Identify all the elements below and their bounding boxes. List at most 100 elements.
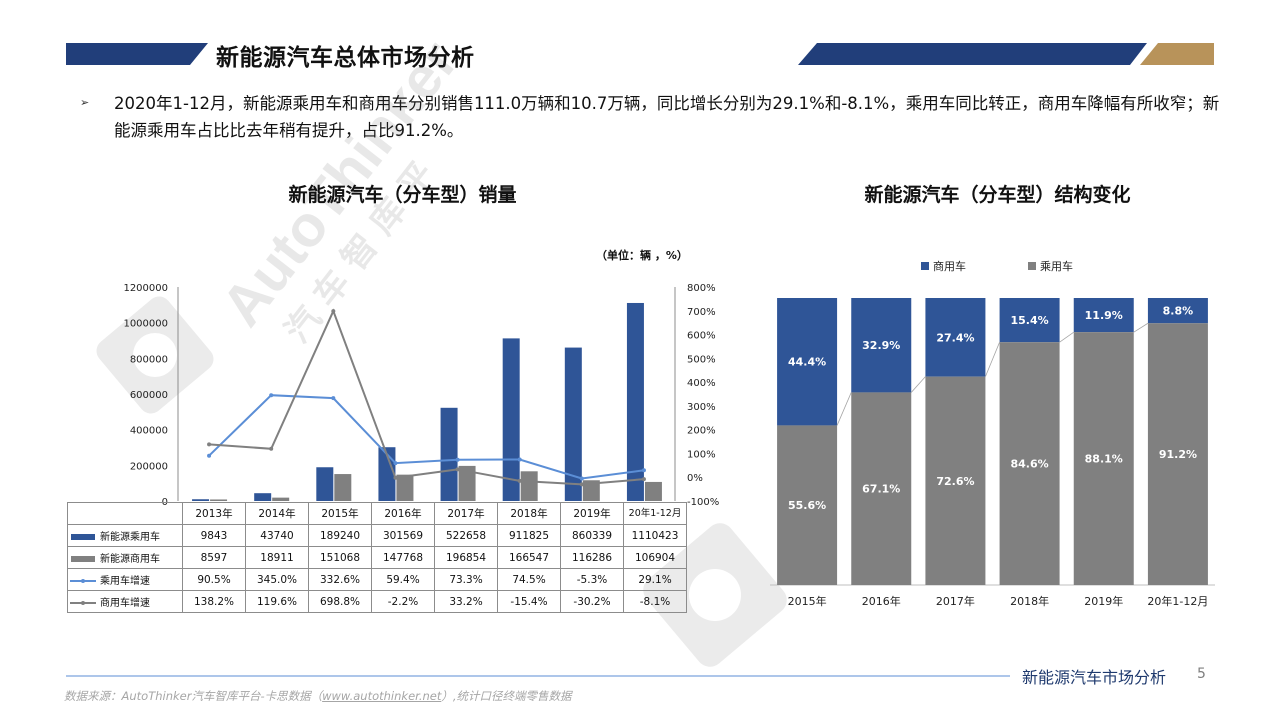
bar-commercial: [396, 474, 414, 501]
table-value: 698.8%: [308, 590, 372, 613]
table-value: 73.3%: [434, 568, 498, 591]
label-passenger: 55.6%: [788, 499, 826, 512]
source-note: 数据来源：AutoThinker汽车智库平台-卡思数据（www.autothin…: [64, 688, 572, 704]
series-name: 新能源商用车: [100, 554, 160, 565]
stack-passenger: [1073, 332, 1134, 585]
x-tick-label: 2019年: [1084, 594, 1123, 608]
chart1-title: 新能源汽车（分车型）销量: [288, 184, 517, 206]
series-connector: [910, 376, 926, 393]
chart1-unit-note: （单位：辆 ，%）: [596, 249, 688, 262]
legend-key: [71, 534, 95, 540]
label-commercial: 44.4%: [788, 356, 826, 369]
bar-passenger: [316, 467, 334, 501]
bar-passenger: [626, 302, 644, 501]
line-point: [517, 457, 522, 462]
table-value: 860339: [560, 524, 624, 547]
bullet-arrow-icon: ➢: [80, 96, 90, 109]
series-connector: [1059, 331, 1074, 343]
y2-tick-label: -100%: [687, 497, 719, 508]
y2-tick-label: 600%: [687, 331, 716, 342]
stack-commercial: [999, 298, 1060, 343]
header-bars: [66, 43, 1214, 65]
label-commercial: 8.8%: [1163, 305, 1194, 318]
line-commercial-growth: [208, 308, 645, 486]
series-name: 乘用车增速: [100, 576, 150, 587]
source-prefix: 数据来源：AutoThinker汽车智库平台-卡思数据（: [64, 689, 323, 703]
stack-commercial: [851, 298, 912, 393]
stack-passenger: [851, 392, 912, 585]
line-point: [207, 442, 212, 447]
label-passenger: 91.2%: [1159, 448, 1197, 461]
bar-commercial: [272, 497, 290, 501]
bar-commercial: [520, 471, 538, 501]
bar-commercial: [644, 481, 662, 501]
table-series-label: 商用车增速: [67, 590, 183, 613]
line-point: [641, 477, 646, 482]
line-point: [579, 476, 584, 481]
line-point: [393, 475, 398, 480]
table-value: 166547: [497, 546, 561, 569]
table-value: -15.4%: [497, 590, 561, 613]
bar-commercial: [458, 465, 476, 501]
line-point: [641, 468, 646, 473]
legend-key: [70, 601, 96, 605]
y-tick-label: 200000: [130, 461, 168, 472]
source-link[interactable]: www.autothinker.net: [322, 689, 442, 703]
label-commercial: 15.4%: [1010, 314, 1048, 327]
stack-passenger: [999, 342, 1060, 585]
series-connector: [985, 342, 1000, 377]
source-suffix: ）,统计口径终端零售数据: [441, 689, 572, 703]
table-value: -2.2%: [371, 590, 435, 613]
line-point: [455, 457, 460, 462]
line-point: [207, 453, 212, 458]
x-tick-label: 2016年: [862, 594, 901, 608]
label-passenger: 88.1%: [1085, 453, 1123, 466]
series-connector: [836, 392, 852, 426]
legend-label-passenger: 乘用车: [1040, 259, 1073, 273]
bar-commercial: [334, 474, 352, 501]
stack-passenger: [1147, 323, 1208, 585]
label-passenger: 84.6%: [1010, 458, 1048, 471]
legend-swatch: [71, 534, 95, 540]
y2-tick-label: 0%: [687, 473, 703, 484]
y-tick-label: 600000: [130, 390, 168, 401]
header-left-bar: [66, 43, 208, 65]
stack-commercial: [777, 298, 838, 426]
legend-swatch-passenger: [1028, 262, 1036, 270]
line-point: [455, 467, 460, 472]
label-commercial: 11.9%: [1085, 309, 1123, 322]
y2-tick-label: 500%: [687, 354, 716, 365]
line-passenger-growth: [208, 394, 645, 480]
series-name: 新能源乘用车: [100, 532, 160, 543]
series-name: 商用车增速: [100, 598, 150, 609]
legend-marker: [81, 601, 85, 605]
line-point: [579, 482, 584, 487]
table-value: -8.1%: [623, 590, 687, 613]
footer-title: 新能源汽车市场分析: [1022, 668, 1167, 687]
bar-passenger: [440, 407, 458, 501]
bar-passenger: [192, 499, 210, 501]
line-point: [331, 396, 336, 401]
stack-commercial: [1147, 298, 1208, 324]
header-right-bar: [798, 43, 1147, 65]
table-value: 911825: [497, 524, 561, 547]
y-tick-label: 800000: [130, 354, 168, 365]
line-point: [517, 478, 522, 483]
page-number: 5: [1197, 666, 1206, 682]
x-tick-label: 2017年: [936, 594, 975, 608]
stack-commercial: [925, 298, 986, 377]
x-tick-label: 2015年: [788, 594, 827, 608]
table-value: 33.2%: [434, 590, 498, 613]
table-value: -30.2%: [560, 590, 624, 613]
legend-key: [71, 556, 95, 562]
bar-commercial: [582, 480, 600, 501]
bar-commercial: [210, 499, 228, 501]
y2-tick-label: 200%: [687, 426, 716, 437]
label-commercial: 27.4%: [936, 331, 974, 344]
line-point: [269, 393, 274, 398]
series-connector: [1133, 322, 1149, 333]
table-value: 196854: [434, 546, 498, 569]
